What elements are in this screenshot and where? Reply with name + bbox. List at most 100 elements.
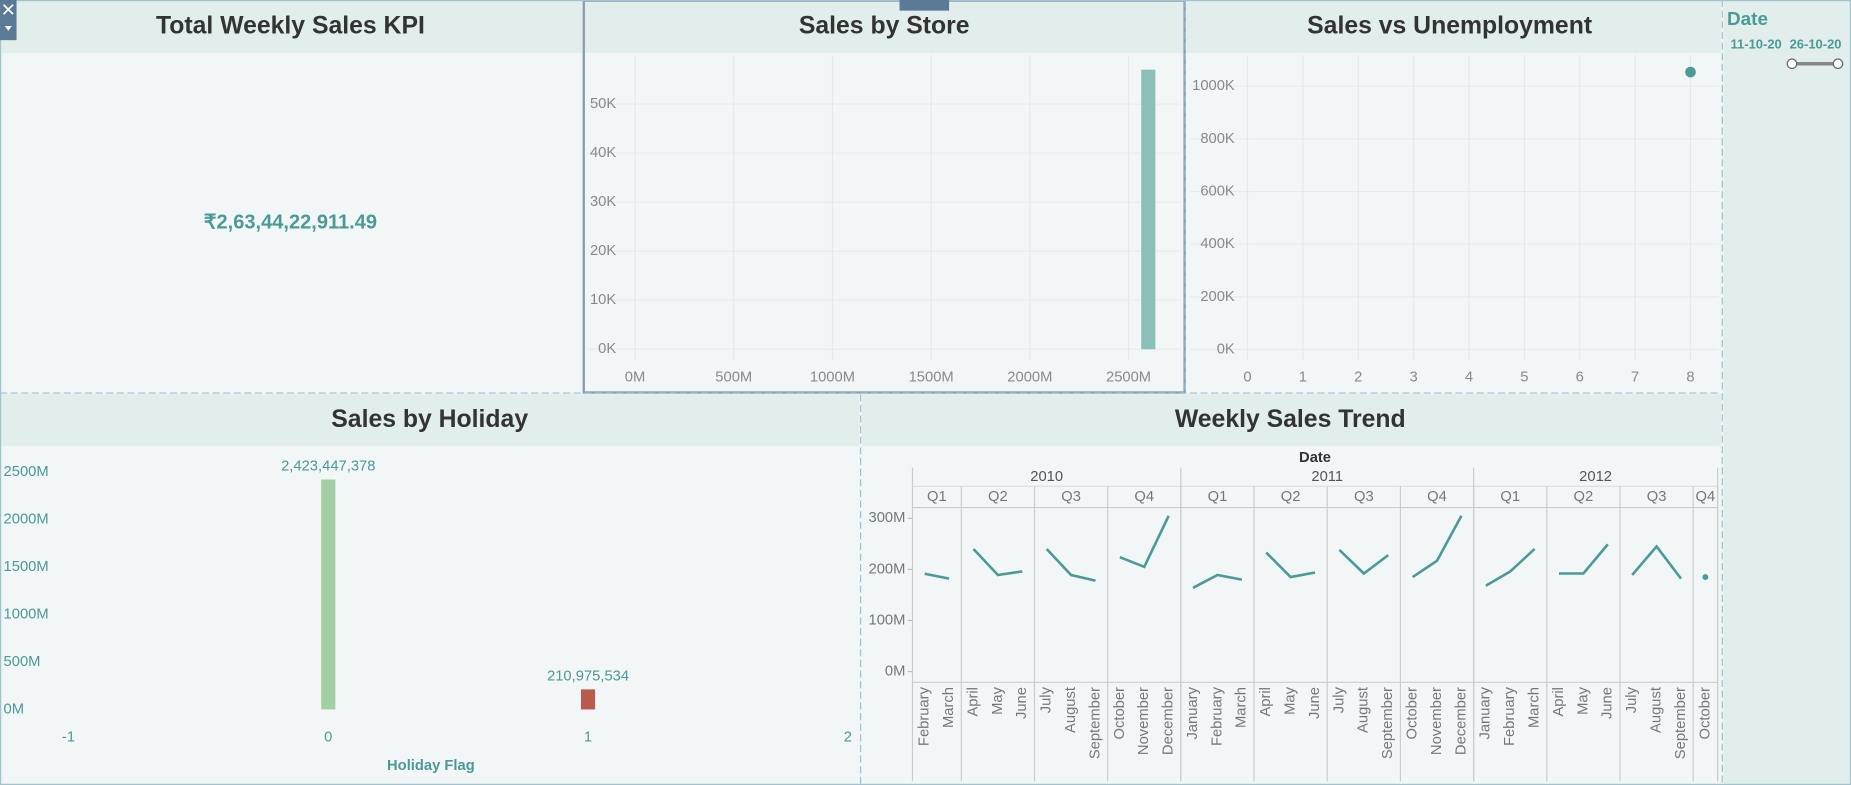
chart-title: Sales by Holiday bbox=[331, 406, 528, 433]
y-tick-label: 0K bbox=[598, 341, 616, 357]
line bbox=[1559, 543, 1609, 575]
line bbox=[1338, 549, 1390, 576]
quarter-label: Q2 bbox=[1574, 489, 1594, 505]
x-tick-label: 2000M bbox=[1007, 370, 1052, 386]
line bbox=[924, 572, 950, 580]
x-tick-label: June bbox=[1307, 687, 1323, 719]
title-band bbox=[0, 0, 582, 54]
line bbox=[1631, 544, 1683, 580]
x-tick-label: November bbox=[1136, 687, 1152, 755]
x-tick-label: April bbox=[1258, 687, 1274, 717]
filter-title: Date bbox=[1727, 9, 1768, 30]
filter-start: 11-10-20 bbox=[1731, 36, 1782, 51]
x-tick-label: September bbox=[1380, 687, 1396, 759]
panel-body bbox=[1188, 53, 1720, 392]
x-tick-label: September bbox=[1087, 687, 1103, 759]
x-axis-title: Date bbox=[1299, 450, 1331, 466]
x-axis-title: Holiday Flag bbox=[387, 758, 475, 774]
x-tick-label: January bbox=[1185, 686, 1201, 739]
slider-handle[interactable] bbox=[1786, 58, 1798, 70]
bar bbox=[1141, 69, 1156, 350]
x-tick-label: May bbox=[1575, 686, 1591, 714]
x-tick-label: October bbox=[1697, 687, 1713, 740]
slider-handle[interactable] bbox=[1832, 58, 1844, 70]
y-tick-label: 30K bbox=[590, 194, 616, 210]
quarter-label: Q1 bbox=[1208, 489, 1228, 505]
panel-body bbox=[585, 53, 1182, 392]
quarter-label: Q4 bbox=[1696, 489, 1716, 505]
x-tick-label: 8 bbox=[1686, 370, 1694, 386]
x-tick-label: 0 bbox=[324, 730, 332, 746]
x-tick-label: November bbox=[1429, 687, 1445, 755]
panel-body bbox=[3, 53, 579, 391]
title-band bbox=[1186, 0, 1722, 54]
x-tick-label: 1000M bbox=[810, 370, 855, 386]
close-icon bbox=[2, 4, 14, 15]
y-tick-label: 50K bbox=[590, 96, 616, 112]
move-handle[interactable] bbox=[899, 0, 950, 11]
line bbox=[1265, 551, 1316, 579]
title-band bbox=[583, 0, 1185, 54]
x-tick-label: 0 bbox=[1243, 370, 1251, 386]
x-tick-label: January bbox=[1478, 686, 1494, 739]
menu-icon bbox=[4, 25, 12, 31]
y-tick-label: 500M bbox=[4, 654, 41, 670]
y-tick-label: 200K bbox=[1200, 289, 1235, 305]
quarter-label: Q1 bbox=[1500, 489, 1520, 505]
x-tick-label: October bbox=[1112, 687, 1128, 740]
y-tick-label: 1000K bbox=[1192, 78, 1235, 94]
y-tick-label: 1500M bbox=[4, 559, 49, 575]
x-tick-label: February bbox=[1502, 686, 1518, 746]
kpi-value: ₹2,63,44,22,911.49 bbox=[204, 211, 377, 233]
x-tick-label: June bbox=[1600, 687, 1616, 719]
y-tick-label: 10K bbox=[590, 292, 616, 308]
point bbox=[1685, 66, 1696, 78]
quarter-label: Q3 bbox=[1354, 489, 1374, 505]
title-band bbox=[861, 394, 1722, 447]
x-tick-label: February bbox=[1209, 686, 1225, 746]
kpi-title: Total Weekly Sales KPI bbox=[156, 13, 425, 40]
x-tick-label: July bbox=[1624, 686, 1640, 713]
y-tick-label: 20K bbox=[590, 243, 616, 259]
panel-body bbox=[862, 446, 1719, 783]
y-tick-label: 800K bbox=[1200, 131, 1235, 147]
line bbox=[1192, 573, 1243, 589]
data-label: 2,423,447,378 bbox=[281, 458, 375, 474]
x-tick-label: August bbox=[1063, 687, 1079, 733]
y-tick-label: 40K bbox=[590, 145, 616, 161]
x-tick-label: 6 bbox=[1576, 370, 1584, 386]
x-tick-label: April bbox=[1551, 687, 1567, 717]
chart-title: Weekly Sales Trend bbox=[1175, 406, 1406, 433]
chart-title: Sales vs Unemployment bbox=[1307, 13, 1592, 40]
filter-end: 26-10-20 bbox=[1790, 36, 1842, 51]
quarter-label: Q2 bbox=[988, 489, 1008, 505]
x-tick-label: May bbox=[990, 686, 1006, 714]
y-tick-label: 0K bbox=[1217, 341, 1235, 357]
quarter-label: Q2 bbox=[1281, 489, 1301, 505]
x-tick-label: March bbox=[1234, 687, 1250, 728]
close-control[interactable] bbox=[0, 0, 17, 41]
x-tick-label: July bbox=[1331, 686, 1347, 713]
y-tick-label: 600K bbox=[1200, 183, 1235, 199]
x-tick-label: 2 bbox=[844, 730, 852, 746]
x-tick-label: 0M bbox=[625, 370, 646, 386]
x-tick-label: April bbox=[965, 687, 981, 717]
x-tick-label: May bbox=[1283, 686, 1299, 714]
line bbox=[1119, 515, 1170, 569]
bar bbox=[580, 689, 596, 710]
x-tick-label: 7 bbox=[1631, 370, 1639, 386]
y-tick-label: 300M bbox=[869, 510, 906, 526]
line bbox=[1411, 515, 1463, 579]
quarter-label: Q4 bbox=[1134, 489, 1154, 505]
line bbox=[972, 548, 1023, 577]
x-tick-label: July bbox=[1039, 686, 1055, 713]
year-label: 2012 bbox=[1579, 469, 1612, 485]
x-tick-label: 2 bbox=[1354, 370, 1362, 386]
year-label: 2010 bbox=[1030, 469, 1063, 485]
x-tick-label: March bbox=[941, 687, 957, 728]
x-tick-label: 5 bbox=[1520, 370, 1528, 386]
y-tick-label: 200M bbox=[869, 561, 906, 577]
x-tick-label: August bbox=[1356, 687, 1372, 733]
